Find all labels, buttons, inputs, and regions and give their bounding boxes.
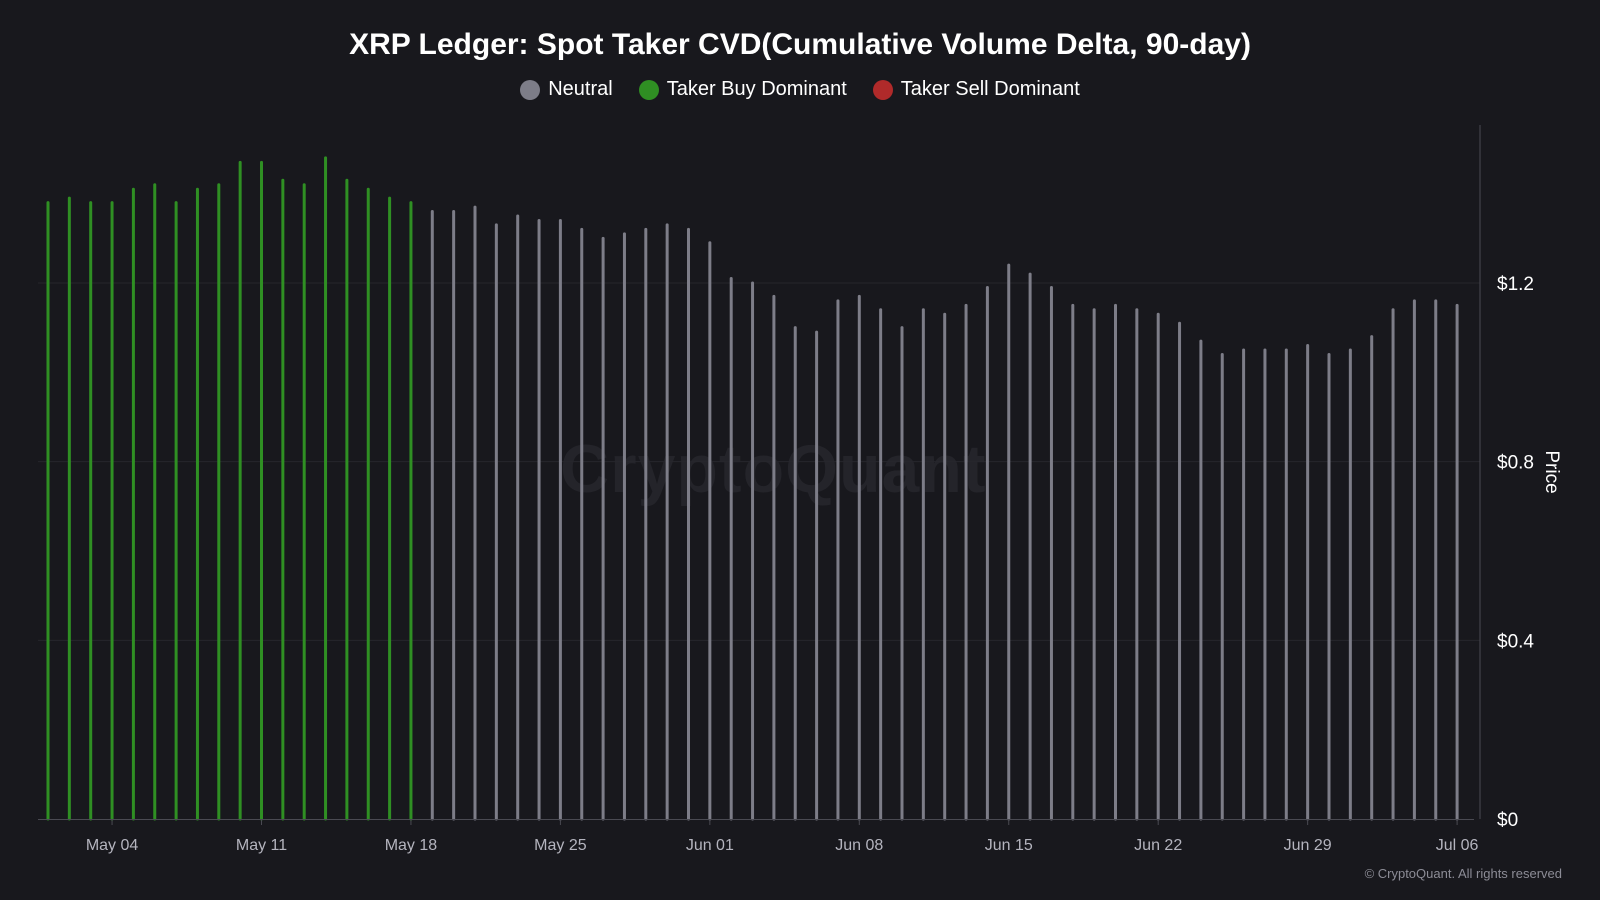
y-axis-title: Price (1541, 450, 1562, 493)
chart-title: XRP Ledger: Spot Taker CVD(Cumulative Vo… (349, 28, 1251, 61)
y-tick-label: $0 (1497, 810, 1518, 831)
x-tick-label: Jun 08 (835, 837, 883, 854)
legend-swatch-taker-sell (872, 79, 893, 100)
legend-label-taker-sell: Taker Sell Dominant (900, 78, 1080, 100)
copyright-notice: © CryptoQuant. All rights reserved (1364, 866, 1562, 881)
y-tick-label: $1.2 (1497, 274, 1534, 295)
y-tick-label: $0.4 (1497, 631, 1534, 652)
legend-item-taker-buy[interactable]: Taker Buy Dominant (638, 78, 847, 101)
x-tick-label: Jun 22 (1134, 837, 1182, 854)
legend-item-neutral[interactable]: Neutral (520, 78, 613, 101)
x-tick-label: Jun 29 (1284, 837, 1332, 854)
legend-swatch-neutral (520, 79, 541, 100)
x-tick-label: Jun 15 (985, 837, 1033, 854)
x-tick-label: May 25 (534, 837, 587, 854)
legend-item-taker-sell[interactable]: Taker Sell Dominant (872, 78, 1080, 101)
x-tick-label: Jun 01 (686, 837, 734, 854)
x-tick-label: May 04 (86, 837, 139, 854)
legend-label-neutral: Neutral (548, 78, 613, 100)
x-tick-label: May 18 (385, 837, 438, 854)
legend-swatch-taker-buy (638, 79, 659, 100)
x-tick-label: Jul 06 (1436, 837, 1479, 854)
x-tick-label: May 11 (236, 837, 287, 854)
chart-legend: Neutral Taker Buy Dominant Taker Sell Do… (0, 78, 1600, 101)
y-tick-label: $0.8 (1497, 453, 1534, 474)
legend-label-taker-buy: Taker Buy Dominant (666, 78, 847, 100)
